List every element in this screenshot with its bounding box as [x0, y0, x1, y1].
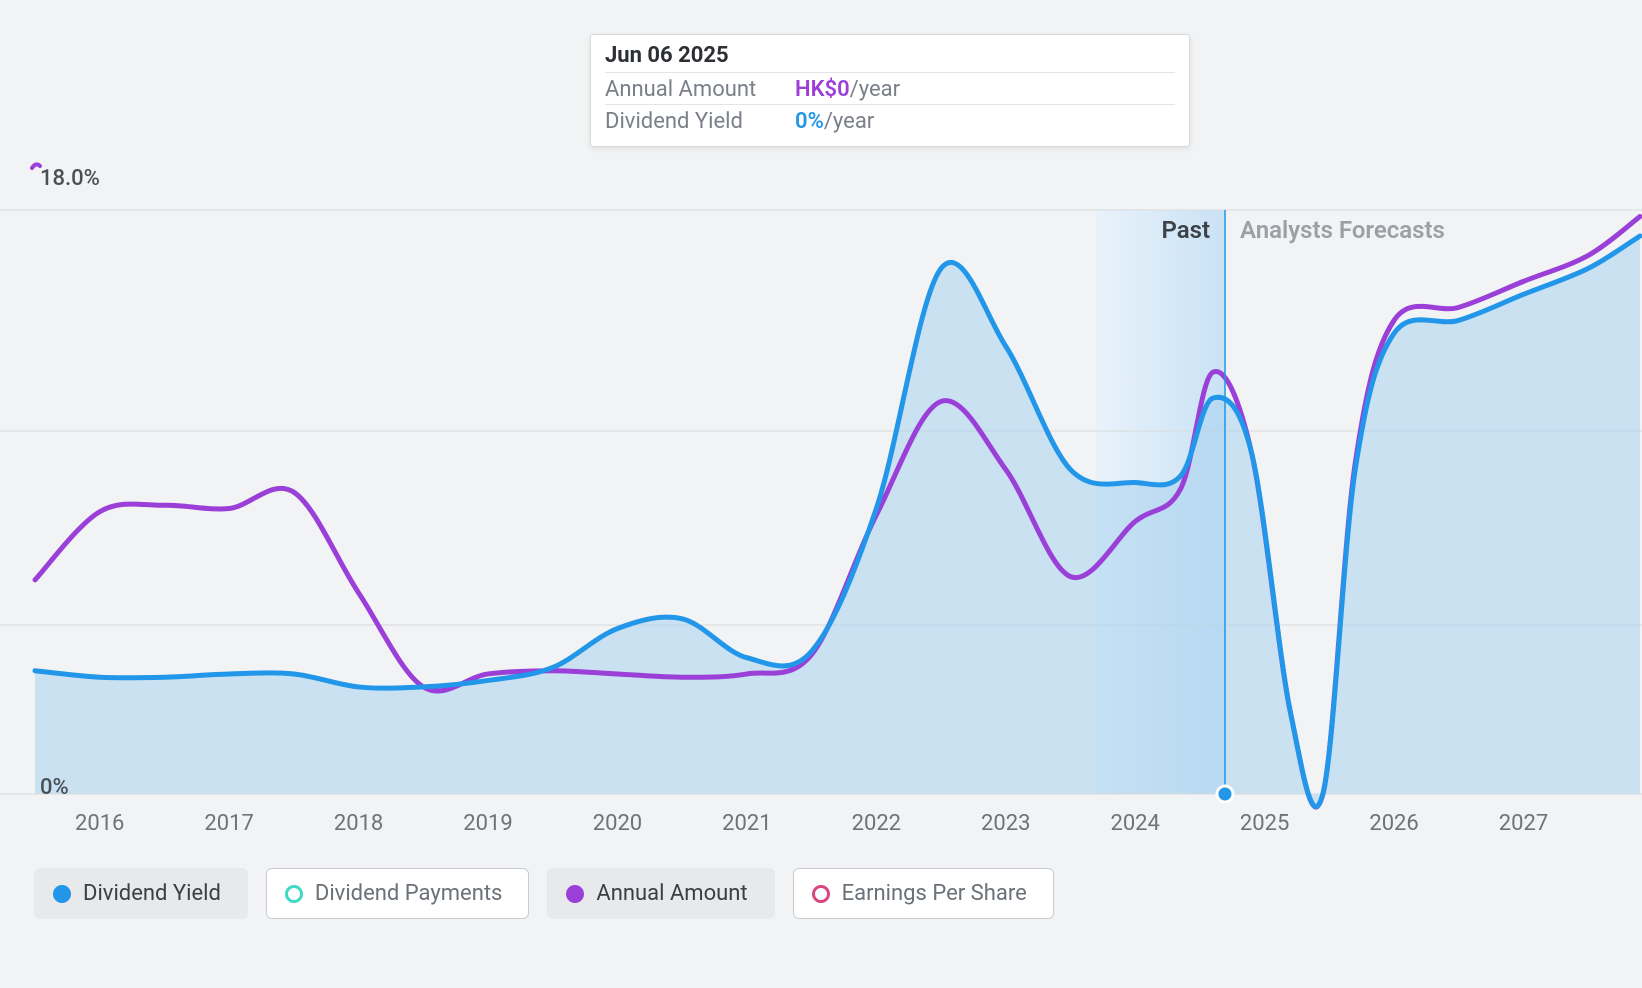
legend-label: Dividend Yield: [83, 881, 221, 906]
past-label: Past: [1161, 216, 1210, 244]
legend-label: Earnings Per Share: [842, 881, 1027, 906]
x-axis-label: 2020: [593, 811, 642, 836]
legend-swatch: [566, 885, 584, 903]
legend-swatch: [53, 885, 71, 903]
tooltip-date: Jun 06 2025: [605, 43, 1175, 72]
y-axis-label: 0%: [40, 775, 69, 800]
x-axis-label: 2018: [334, 811, 383, 836]
x-axis-label: 2023: [981, 811, 1030, 836]
tooltip-row-label: Annual Amount: [605, 77, 795, 102]
chart-legend: Dividend Yield Dividend Payments Annual Am…: [34, 868, 1054, 919]
x-axis-label: 2027: [1499, 811, 1548, 836]
x-axis-label: 2017: [204, 811, 253, 836]
hover-marker-dot: [1217, 786, 1233, 802]
chart-tooltip: Jun 06 2025 Annual AmountHK$0/yearDivide…: [590, 34, 1190, 147]
tooltip-row-value: HK$0/year: [795, 77, 900, 102]
legend-item-dividend-payments[interactable]: Dividend Payments: [266, 868, 530, 919]
legend-label: Dividend Payments: [315, 881, 503, 906]
dividend-chart: Past Analysts Forecasts 0% 18.0% 2016 2017 201…: [0, 0, 1642, 988]
legend-swatch: [812, 885, 830, 903]
y-axis-label: 18.0%: [40, 166, 100, 191]
x-axis-label: 2026: [1369, 811, 1418, 836]
tooltip-row: Annual AmountHK$0/year: [605, 72, 1175, 104]
chart-canvas[interactable]: Past Analysts Forecasts 0% 18.0% 2016 2017 201…: [0, 0, 1642, 988]
x-axis-label: 2024: [1110, 811, 1159, 836]
forecast-label: Analysts Forecasts: [1240, 216, 1445, 244]
legend-item-annual-amount[interactable]: Annual Amount: [547, 868, 774, 919]
legend-label: Annual Amount: [596, 881, 747, 906]
x-axis-label: 2019: [463, 811, 512, 836]
x-axis-label: 2021: [722, 811, 771, 836]
x-axis-label: 2025: [1240, 811, 1289, 836]
tooltip-row-label: Dividend Yield: [605, 109, 795, 134]
legend-item-earnings-per-share[interactable]: Earnings Per Share: [793, 868, 1054, 919]
legend-swatch: [285, 885, 303, 903]
x-axis-label: 2022: [852, 811, 901, 836]
x-axis-label: 2016: [75, 811, 124, 836]
legend-item-dividend-yield[interactable]: Dividend Yield: [34, 868, 248, 919]
tooltip-row: Dividend Yield0%/year: [605, 104, 1175, 136]
tooltip-row-value: 0%/year: [795, 109, 874, 134]
